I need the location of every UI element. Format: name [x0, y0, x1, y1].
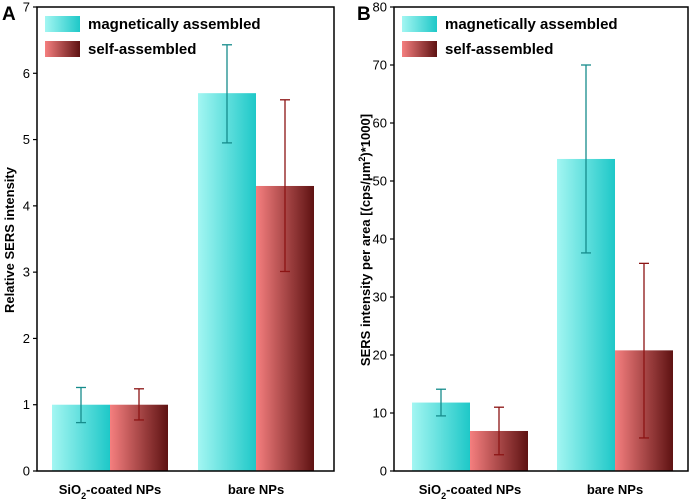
- category-subscript: 2: [441, 491, 446, 500]
- panel-b-y-tick-label: 0: [380, 464, 387, 479]
- panel-b-y-tick-label: 70: [373, 58, 387, 73]
- panel-b-error-bar-magnetically-assembled: [581, 64, 591, 254]
- panel-a-y-ticks: 0 1 2 3 4 5 6 7: [23, 0, 37, 479]
- panel-b-y-tick-label: 40: [373, 232, 387, 247]
- category-rest: -coated NPs: [86, 482, 161, 497]
- panel-b-y-title-main: SERS intensity per area [(cps/μm: [358, 162, 373, 366]
- panel-b-error-bars: [436, 64, 649, 456]
- category-rest: -coated NPs: [446, 482, 521, 497]
- panel-b-error-bar-self-assembled: [494, 406, 504, 456]
- panel-b-legend-swatch-magnetically-assembled: [402, 16, 437, 32]
- panel-b-y-tick-label: 10: [373, 406, 387, 421]
- panel-a-y-tick-label: 4: [23, 198, 30, 213]
- panel-a-label: A: [2, 4, 16, 25]
- panel-a-bar-magnetically-assembled: [198, 93, 256, 472]
- panel-a-error-bar-self-assembled: [280, 99, 290, 273]
- category-main: bare NPs: [587, 482, 643, 497]
- panel-b-y-tick-label: 60: [373, 116, 387, 131]
- panel-b-x-category-label: bare NPs: [587, 482, 643, 497]
- panel-a-y-tick-label: 6: [23, 66, 30, 81]
- panel-a-legend: magnetically assembled self-assembled: [45, 16, 261, 58]
- panel-a-x-category-label: SiO2-coated NPs: [59, 482, 162, 500]
- panel-b-plot-frame: [393, 6, 689, 472]
- panel-b-y-tick-label: 20: [373, 348, 387, 363]
- panel-a-y-axis-title: Relative SERS intensity: [2, 166, 17, 313]
- category-main: SiO: [59, 482, 81, 497]
- panel-b-y-title-end: )*1000]: [358, 114, 373, 157]
- panel-b-bars: [412, 158, 673, 471]
- panel-b-label: B: [357, 4, 371, 25]
- panel-a-x-category-label: bare NPs: [228, 482, 284, 497]
- panel-b-y-ticks: 0 10 20 30 40 50 60 70 80: [373, 0, 394, 479]
- panel-a-x-categories: SiO2-coated NPs bare NPs: [59, 482, 284, 500]
- panel-b-y-title-sup: 2: [357, 157, 367, 162]
- panel-b-legend-swatch-self-assembled: [402, 41, 437, 57]
- panel-a-error-bar-magnetically-assembled: [76, 386, 86, 424]
- panel-b: B SERS intensity per area [(cps/μm2)*100…: [357, 0, 689, 500]
- panel-b-legend-label-magnetically-assembled: magnetically assembled: [445, 16, 618, 33]
- panel-b-y-tick-label: 50: [373, 174, 387, 189]
- panel-a-bars: [52, 93, 314, 472]
- panel-a-legend-swatch-self-assembled: [45, 41, 80, 57]
- panel-a-error-bar-self-assembled: [134, 388, 144, 421]
- panel-b-y-tick-label: 80: [373, 0, 387, 15]
- category-main: bare NPs: [228, 482, 284, 497]
- panel-a-legend-swatch-magnetically-assembled: [45, 16, 80, 32]
- category-subscript: 2: [81, 491, 86, 500]
- panel-a-plot-frame: [36, 6, 335, 472]
- panel-b-x-categories: SiO2-coated NPs bare NPs: [419, 482, 643, 500]
- panel-b-error-bar-magnetically-assembled: [436, 388, 446, 417]
- panel-b-legend: magnetically assembled self-assembled: [402, 16, 618, 58]
- panel-b-y-tick-label: 30: [373, 290, 387, 305]
- panel-b-y-axis-title: SERS intensity per area [(cps/μm2)*1000]: [357, 114, 373, 366]
- panel-a-y-tick-label: 0: [23, 464, 30, 479]
- category-main: SiO: [419, 482, 441, 497]
- panel-b-error-bar-self-assembled: [639, 262, 649, 439]
- panel-a-y-tick-label: 5: [23, 132, 30, 147]
- panel-a-error-bar-magnetically-assembled: [222, 44, 232, 144]
- panel-a-y-tick-label: 2: [23, 331, 30, 346]
- panel-a-y-tick-label: 1: [23, 397, 30, 412]
- panel-b-legend-label-self-assembled: self-assembled: [445, 41, 553, 58]
- panel-a-y-tick-label: 7: [23, 0, 30, 15]
- panel-b-x-category-label: SiO2-coated NPs: [419, 482, 522, 500]
- panel-a-y-tick-label: 3: [23, 265, 30, 280]
- panel-a-error-bars: [76, 44, 290, 424]
- panel-a-legend-label-magnetically-assembled: magnetically assembled: [88, 16, 261, 33]
- panel-a-legend-label-self-assembled: self-assembled: [88, 41, 196, 58]
